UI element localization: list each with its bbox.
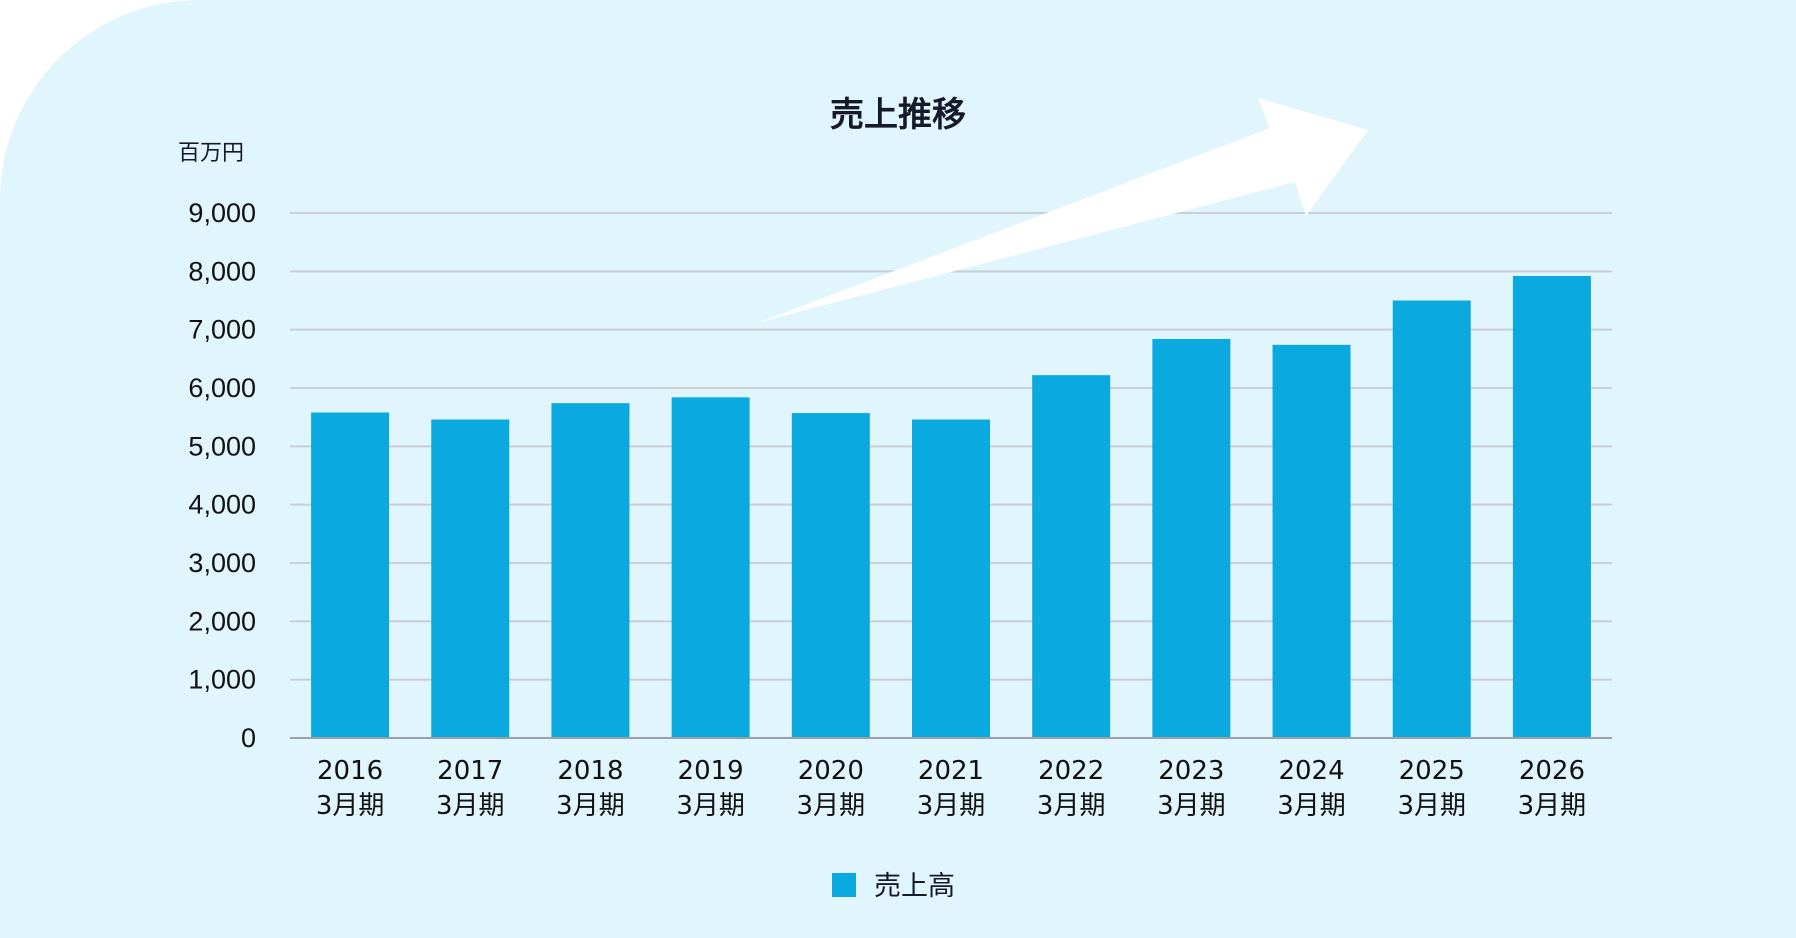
y-axis-unit-label: 百万円	[178, 141, 244, 166]
trend-arrow-icon	[760, 98, 1368, 322]
y-tick-label: 7,000	[188, 315, 256, 345]
x-tick-label: 2023 3月期	[1157, 756, 1226, 821]
x-tick-label: 2019 3月期	[676, 756, 745, 821]
y-tick-label: 4,000	[188, 490, 256, 520]
legend: 売上高	[832, 871, 955, 902]
bar	[1392, 300, 1471, 738]
bar	[1152, 339, 1231, 738]
bar	[1512, 276, 1591, 738]
x-tick-label: 2021 3月期	[917, 756, 986, 821]
chart-title: 売上推移	[830, 95, 966, 135]
legend-swatch	[832, 873, 856, 897]
bar	[671, 397, 750, 738]
bar	[1032, 375, 1111, 738]
y-tick-label: 8,000	[188, 256, 256, 286]
y-tick-label: 1,000	[188, 665, 256, 695]
x-tick-label: 2025 3月期	[1397, 756, 1466, 821]
bar	[1272, 344, 1351, 738]
x-tick-label: 2024 3月期	[1277, 756, 1346, 821]
bar	[912, 419, 990, 738]
legend-label: 売上高	[874, 871, 955, 902]
x-tick-label: 2017 3月期	[436, 756, 505, 821]
x-axis-ticks: 2016 3月期 2017 3月期 2018 3月期 2019 3月期 2020 3月期 2021 3…	[316, 756, 1586, 821]
bar	[551, 403, 630, 738]
y-tick-label: 2,000	[188, 606, 256, 636]
bar	[791, 413, 870, 738]
x-tick-label: 2026 3月期	[1518, 756, 1587, 821]
y-tick-label: 5,000	[188, 431, 256, 461]
x-tick-label: 2016 3月期	[316, 756, 385, 821]
x-tick-label: 2018 3月期	[556, 756, 625, 821]
y-tick-label: 3,000	[188, 548, 256, 578]
y-tick-label: 9,000	[188, 198, 256, 228]
bars	[311, 276, 1591, 738]
x-tick-label: 2020 3月期	[797, 756, 866, 821]
y-tick-label: 0	[241, 723, 256, 753]
y-axis-ticks: 0 1,000 2,000 3,000 4,000 5,000 6,000 7,000 8,00…	[188, 198, 256, 753]
y-tick-label: 6,000	[188, 373, 256, 403]
x-tick-label: 2022 3月期	[1037, 756, 1106, 821]
bar	[311, 412, 390, 738]
bar	[431, 419, 510, 738]
